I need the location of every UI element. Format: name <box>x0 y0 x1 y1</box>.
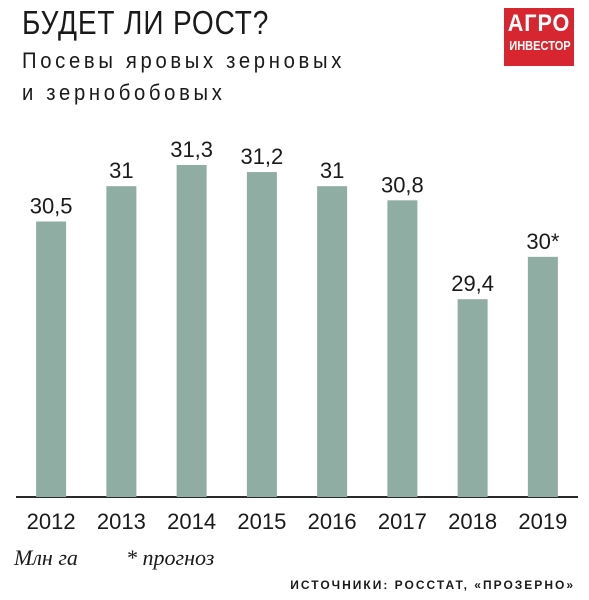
agroinvestor-logo: АГРО ИНВЕСТОР <box>504 8 574 66</box>
data-label-2017: 30,8 <box>381 172 424 197</box>
bar-2015 <box>246 172 277 497</box>
data-label-2013: 31 <box>109 158 133 183</box>
data-label-2019: 30* <box>526 229 559 254</box>
bar-2017 <box>387 200 418 497</box>
x-tick-label-2012: 2012 <box>27 509 76 534</box>
x-tick-label-2016: 2016 <box>308 509 357 534</box>
x-tick-label-2015: 2015 <box>237 509 286 534</box>
x-tick-label-2018: 2018 <box>448 509 497 534</box>
data-label-2012: 30,5 <box>30 194 73 219</box>
bar-2016 <box>317 186 348 498</box>
bar-2012 <box>36 221 67 498</box>
unit-label: Млн га <box>14 545 78 570</box>
chart-subtitle-line1: Посевы яровых зерновых <box>22 48 346 73</box>
bar-2013 <box>106 186 137 498</box>
chart-title: БУДЕТ ЛИ РОСТ? <box>22 4 270 41</box>
source-credit: ИСТОЧНИКИ: РОССТАТ, «ПРОЗЕРНО» <box>290 578 575 592</box>
logo-line1: АГРО <box>507 10 571 37</box>
data-label-2014: 31,3 <box>170 137 213 162</box>
data-label-2018: 29,4 <box>451 271 494 296</box>
bar-2018 <box>457 299 488 497</box>
logo-line2: ИНВЕСТОР <box>509 38 571 53</box>
x-tick-label-2014: 2014 <box>167 509 216 534</box>
data-label-2016: 31 <box>320 158 344 183</box>
bar-2019 <box>527 256 558 497</box>
x-tick-label-2017: 2017 <box>378 509 427 534</box>
data-label-2015: 31,2 <box>240 144 283 169</box>
x-tick-label-2019: 2019 <box>518 509 567 534</box>
bar-2014 <box>176 165 207 497</box>
forecast-note: * прогноз <box>126 545 215 570</box>
x-tick-label-2013: 2013 <box>97 509 146 534</box>
chart-subtitle-line2: и зернобобовых <box>22 80 226 105</box>
